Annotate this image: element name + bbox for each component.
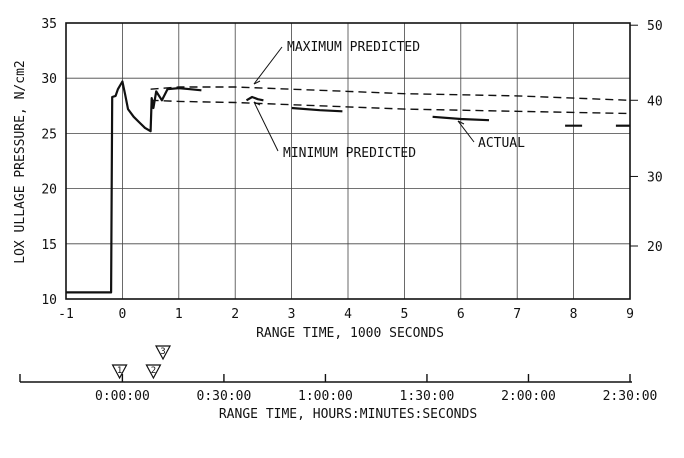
annotation-leader (253, 101, 279, 152)
series-group (66, 80, 631, 294)
event-marker-triangle (155, 345, 172, 361)
event-marker-label: 3 (160, 347, 165, 357)
x-tick-label: 3 (288, 307, 296, 322)
predicted-line (150, 86, 631, 101)
y-tick-label: 10 (41, 293, 57, 308)
secondary-axis-tick-label: 2:00:00 (501, 389, 556, 404)
secondary-axis-tick-label: 1:00:00 (298, 389, 353, 404)
annotation-arrowhead (457, 120, 465, 125)
plot-frame (65, 22, 631, 300)
actual-line (66, 80, 202, 294)
annotation-label: ACTUAL (478, 136, 525, 151)
x-tick-label: 5 (400, 307, 408, 322)
y-tick-label: 20 (41, 183, 57, 198)
predicted-line (150, 99, 631, 115)
x-tick-label: 1 (175, 307, 183, 322)
event-marker-triangle (111, 364, 128, 380)
x-tick-label: 2 (231, 307, 239, 322)
annotation-label: MINIMUM PREDICTED (283, 146, 416, 161)
annotation-leader (457, 120, 475, 143)
annotation-arrowhead (253, 101, 261, 106)
right-axis-tick-label: 30 (647, 170, 663, 185)
y-tick-label: 30 (41, 72, 57, 87)
x-tick-label: 6 (457, 307, 465, 322)
secondary-axis-tick-label: 0:30:00 (197, 389, 252, 404)
annotation-label: MAXIMUM PREDICTED (287, 40, 420, 55)
y-axis-label: LOX ULLAGE PRESSURE, N/cm2 (13, 60, 28, 264)
secondary-axis-tick-label: 1:30:00 (400, 389, 455, 404)
tick-labels: -1 0 1 2 3 4 5 6 7 8 9 10 15 20 25 30 35 20 30 40 50 (41, 17, 662, 322)
x-tick-label: 4 (344, 307, 352, 322)
right-axis-tick-label: 20 (647, 240, 663, 255)
y-tick-label: 25 (41, 127, 57, 142)
right-axis-tick-label: 40 (647, 94, 663, 109)
grid (65, 22, 631, 300)
actual-line (432, 115, 490, 122)
x-axis-label: RANGE TIME, 1000 SECONDS (256, 326, 444, 341)
secondary-time-axis: 0:00:00 0:30:00 1:00:00 1:30:00 2:00:00 2:30:… (19, 345, 658, 404)
secondary-axis-label: RANGE TIME, HOURS:MINUTES:SECONDS (219, 407, 477, 422)
x-tick-label: -1 (58, 307, 74, 322)
x-tick-label: 0 (118, 307, 126, 322)
event-marker-triangle (145, 364, 162, 380)
x-tick-label: 9 (626, 307, 634, 322)
y-tick-label: 35 (41, 17, 57, 32)
event-marker-label: 2 (151, 366, 156, 376)
event-marker-label: 1 (117, 366, 122, 376)
annotations: MAXIMUM PREDICTED MINIMUM PREDICTED ACTUAL (253, 40, 525, 161)
secondary-axis-tick-label: 0:00:00 (95, 389, 150, 404)
y-tick-label: 15 (41, 238, 57, 253)
right-axis-tick-label: 50 (647, 19, 663, 34)
annotation-leader (253, 46, 283, 85)
actual-line (291, 106, 343, 113)
annotation-arrowhead (253, 80, 261, 85)
x-tick-label: 8 (570, 307, 578, 322)
actual-line (245, 95, 264, 102)
x-tick-label: 7 (513, 307, 521, 322)
secondary-axis-tick-label: 2:30:00 (603, 389, 658, 404)
